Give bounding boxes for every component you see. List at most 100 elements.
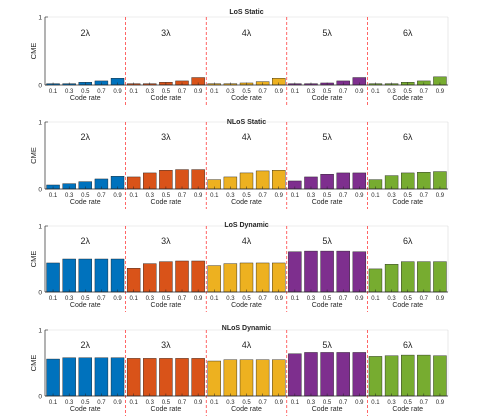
x-axis-label: Code rate [392,95,423,102]
x-tick-label: 0.7 [420,400,429,406]
group-label: 5λ [322,340,332,350]
bar [417,261,431,293]
x-axis-label: Code rate [231,302,262,309]
bar [433,355,447,397]
x-tick-label: 0.3 [146,193,155,199]
x-tick-label: 0.3 [226,400,235,406]
x-axis-label: Code rate [151,95,182,102]
bar [288,251,302,293]
bar [288,353,302,397]
x-tick-label: 0.3 [65,400,74,406]
bar [110,357,125,397]
bar [401,261,415,293]
x-tick-label: 0.1 [129,296,138,302]
x-tick-label: 0.7 [178,193,187,199]
group-label: 6λ [403,132,413,142]
x-tick-label: 0.9 [194,400,203,406]
bar [175,169,189,190]
bar [433,261,447,293]
y-axis-label: CME [29,147,38,164]
panel-4: NLoS Dynamic CME 0 1 0.1 0.3 0.5 0.7 0.9 2λ Code r… [29,325,449,416]
bar [255,170,270,190]
x-tick-label: 0.5 [81,296,90,302]
bar [78,258,93,293]
group-label: 3λ [161,340,171,350]
x-tick-label: 0.7 [339,400,348,406]
x-tick-label: 0.1 [371,193,380,199]
panel-2: NLoS Static CME 0 1 0.1 0.3 0.5 0.7 0.9 2λ Code ra… [29,119,449,209]
y-tick-label: 0 [38,187,42,194]
group-label: 6λ [403,236,413,246]
x-tick-label: 0.9 [275,89,284,95]
x-tick-label: 0.5 [242,400,251,406]
x-tick-label: 0.5 [162,89,171,95]
x-tick-label: 0.3 [146,296,155,302]
x-tick-label: 0.1 [291,296,300,302]
x-axis-label: Code rate [392,199,423,206]
bar [126,358,141,397]
x-tick-label: 0.1 [371,89,380,95]
chart-title: LoS Static [229,9,263,16]
x-tick-label: 0.3 [307,193,316,199]
x-tick-label: 0.7 [178,296,187,302]
x-tick-label: 0.7 [420,89,429,95]
x-tick-label: 0.5 [81,193,90,199]
bar [62,357,76,397]
x-tick-label: 0.5 [404,400,413,406]
x-tick-label: 0.7 [178,400,187,406]
x-tick-label: 0.5 [162,193,171,199]
y-tick-label: 0 [38,83,42,90]
x-tick-label: 0.3 [65,296,74,302]
x-tick-label: 0.1 [371,296,380,302]
x-tick-label: 0.9 [275,400,284,406]
x-axis-label: Code rate [231,199,262,206]
x-tick-label: 0.7 [97,193,106,199]
x-tick-label: 0.9 [194,193,203,199]
y-tick-label: 1 [38,15,42,22]
x-axis-label: Code rate [231,406,262,413]
bar [352,251,367,293]
bar [126,268,141,293]
x-tick-label: 0.1 [49,89,58,95]
x-tick-label: 0.9 [436,400,445,406]
group-label: 2λ [81,28,91,38]
x-tick-label: 0.1 [371,400,380,406]
y-tick-label: 0 [38,290,42,297]
bar [223,359,238,397]
x-tick-label: 0.9 [436,193,445,199]
x-axis-label: Code rate [70,302,101,309]
bar [191,358,205,397]
x-axis-label: Code rate [231,95,262,102]
bar [159,170,173,190]
x-axis-label: Code rate [151,199,182,206]
x-tick-label: 0.5 [404,193,413,199]
y-tick-label: 0 [38,394,42,401]
x-tick-label: 0.7 [339,296,348,302]
bar [159,358,173,397]
x-tick-label: 0.1 [291,400,300,406]
x-tick-label: 0.1 [210,193,219,199]
x-tick-label: 0.7 [97,296,106,302]
bar [320,250,334,293]
x-tick-label: 0.3 [65,193,74,199]
group-label: 2λ [81,340,91,350]
bar [239,262,254,293]
x-tick-label: 0.9 [194,296,203,302]
x-tick-label: 0.3 [146,400,155,406]
x-tick-label: 0.3 [226,296,235,302]
y-axis-label: CME [29,43,38,60]
y-axis-label: CME [29,355,38,372]
x-tick-label: 0.7 [420,296,429,302]
bar [304,352,318,397]
x-tick-label: 0.3 [387,400,396,406]
group-label: 3λ [161,236,171,246]
bar [336,250,350,293]
x-tick-label: 0.3 [307,296,316,302]
x-tick-label: 0.9 [113,193,122,199]
bar [46,358,60,397]
x-tick-label: 0.5 [404,296,413,302]
x-tick-label: 0.9 [355,400,364,406]
group-label: 4λ [242,340,252,350]
panel-1: LoS Static CME 0 1 0.1 0.3 0.5 0.7 0.9 2λ Code rat… [29,9,449,105]
x-tick-label: 0.9 [113,89,122,95]
